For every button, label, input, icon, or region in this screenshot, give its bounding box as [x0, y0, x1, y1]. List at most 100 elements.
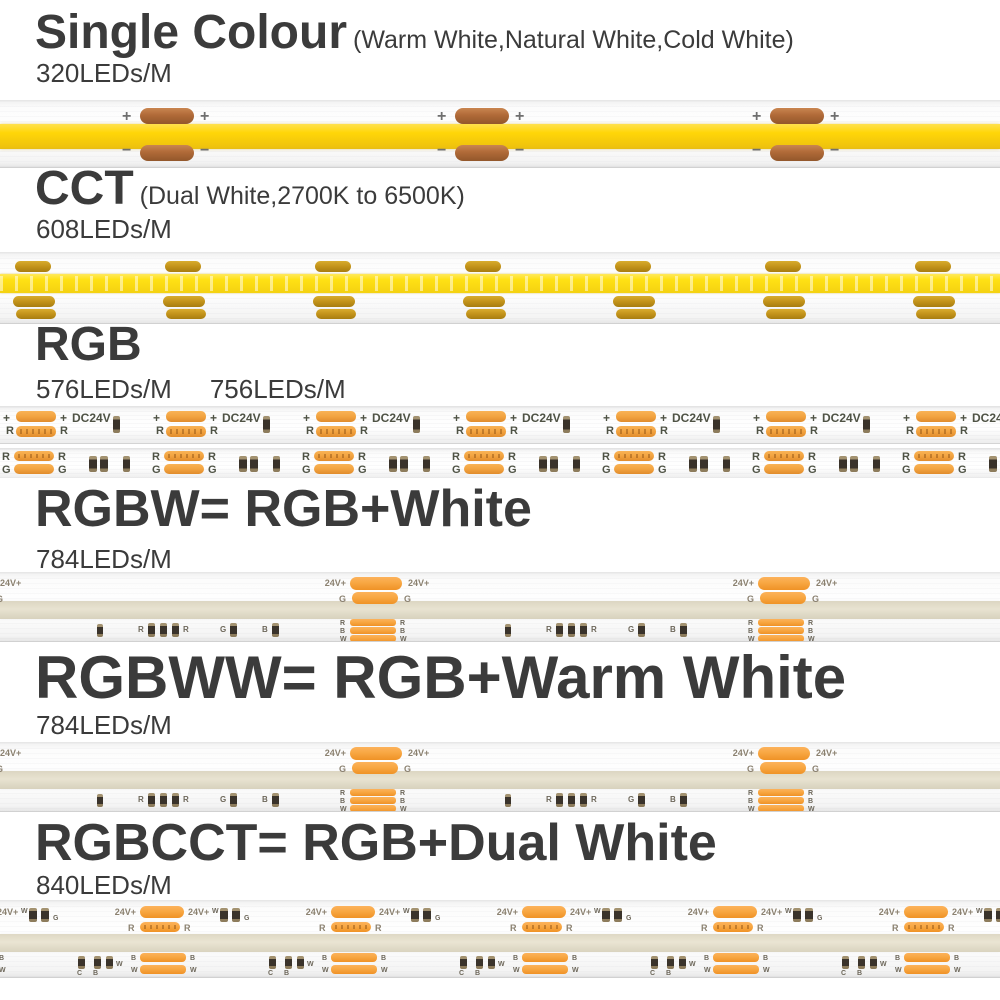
- pad-label: DC24V: [972, 411, 1000, 425]
- led-density-row: 784LEDs/M: [36, 710, 172, 741]
- solder-pad: [13, 296, 55, 307]
- pad-label: G: [0, 595, 3, 604]
- pad-label: R: [375, 923, 382, 933]
- solder-pad: [166, 426, 206, 437]
- solder-pad: [314, 451, 354, 461]
- led-strip-photo-rgbcct: 24V+24V+WGRRCBWBBWW24V+24V+WGRRCBWBBWW24…: [0, 900, 1000, 978]
- pad-label: B: [340, 798, 346, 805]
- pad-contact-dots: [768, 454, 800, 458]
- solder-pad: [913, 296, 955, 307]
- pad-label: W: [131, 967, 138, 974]
- solder-pad: [331, 922, 371, 932]
- section-header-rgbww: RGBWW= RGB+Warm White: [35, 646, 852, 709]
- smd-component: [273, 456, 280, 472]
- solder-pad: [916, 426, 956, 437]
- solder-pad: [758, 747, 810, 760]
- solder-pad: [904, 922, 944, 932]
- pad-label: G: [58, 464, 67, 476]
- pad-label: G: [658, 464, 667, 476]
- pad-label: R: [902, 451, 910, 463]
- cob-phosphor-band: [0, 124, 1000, 149]
- solder-pad: [758, 805, 804, 811]
- solder-pad: [713, 922, 753, 932]
- smd-component: [423, 456, 430, 472]
- pad-label: +: [660, 411, 668, 425]
- pad-label: B: [400, 798, 406, 805]
- section-title: RGBWW= RGB+Warm White: [35, 644, 847, 711]
- section-header-rgbcct: RGBCCT= RGB+Dual White: [35, 816, 723, 871]
- solder-pad: [916, 411, 956, 422]
- cob-phosphor-band: [0, 601, 1000, 619]
- pad-label: R: [358, 451, 366, 463]
- smd-component: [488, 956, 495, 969]
- pad-label: W: [513, 967, 520, 974]
- pad-label: W: [748, 806, 755, 812]
- pad-label: R: [546, 625, 552, 634]
- pad-label: R: [757, 923, 764, 933]
- section-title: RGBCCT= RGB+Dual White: [35, 814, 717, 872]
- solder-pad: [522, 965, 568, 974]
- pad-label: C: [459, 970, 465, 977]
- solder-pad: [352, 592, 398, 604]
- pad-label: R: [58, 451, 66, 463]
- smd-component: [89, 456, 97, 472]
- smd-component: [713, 416, 720, 433]
- pad-label: +: [510, 411, 518, 425]
- pad-label: B: [284, 970, 290, 977]
- smd-component: [842, 956, 849, 969]
- smd-component: [172, 793, 179, 807]
- pad-label: R: [958, 451, 966, 463]
- pad-label: W: [976, 908, 983, 915]
- pad-label: R: [510, 425, 518, 437]
- pad-label: G: [435, 915, 441, 922]
- smd-component: [989, 456, 997, 472]
- pad-label: R: [138, 625, 144, 634]
- pad-label: G: [628, 795, 635, 804]
- pad-label: +: [960, 411, 968, 425]
- cob-phosphor-band: [0, 934, 1000, 952]
- solder-pad: [758, 789, 804, 796]
- pad-contact-dots: [318, 454, 350, 458]
- pad-label: R: [306, 425, 314, 437]
- solder-pad: [765, 261, 801, 272]
- pad-contact-dots: [320, 429, 352, 434]
- solder-pad: [455, 108, 509, 124]
- pad-label: G: [0, 765, 3, 774]
- section-header-single-colour: Single Colour (Warm White,Natural White,…: [35, 7, 794, 58]
- smd-component: [680, 793, 687, 807]
- pad-label: DC24V: [222, 411, 261, 425]
- pad-label: B: [262, 625, 268, 634]
- pad-label: G: [628, 625, 635, 634]
- pad-contact-dots: [920, 429, 952, 434]
- pad-label: B: [670, 625, 676, 634]
- pad-label: W: [594, 908, 601, 915]
- smd-component: [667, 956, 674, 969]
- led-density: 840LEDs/M: [36, 870, 172, 900]
- pad-label: G: [746, 594, 754, 604]
- pad-label: −: [830, 142, 840, 159]
- solder-pad: [464, 451, 504, 461]
- pad-label: W: [785, 908, 792, 915]
- pad-label: +: [360, 411, 368, 425]
- pad-label: C: [268, 970, 274, 977]
- smd-component: [123, 456, 130, 472]
- pad-label: 24V+: [687, 907, 709, 917]
- pad-label: G: [746, 764, 754, 774]
- pad-label: R: [208, 451, 216, 463]
- smd-component: [679, 956, 686, 969]
- pad-label: +: [153, 411, 161, 425]
- pad-label: +: [830, 108, 840, 125]
- pad-label: +: [3, 411, 11, 425]
- pad-label: G: [338, 764, 346, 774]
- pad-label: W: [340, 806, 347, 812]
- pad-label: W: [307, 961, 314, 968]
- section-header-rgbw: RGBW= RGB+White: [35, 482, 538, 537]
- solder-pad: [904, 906, 948, 918]
- pad-label: 24V+: [732, 748, 754, 758]
- pad-label: R: [156, 425, 164, 437]
- solder-pad: [350, 797, 396, 804]
- pad-contact-dots: [170, 429, 202, 434]
- pad-label: W: [704, 967, 711, 974]
- pad-label: C: [650, 970, 656, 977]
- smd-component: [400, 456, 408, 472]
